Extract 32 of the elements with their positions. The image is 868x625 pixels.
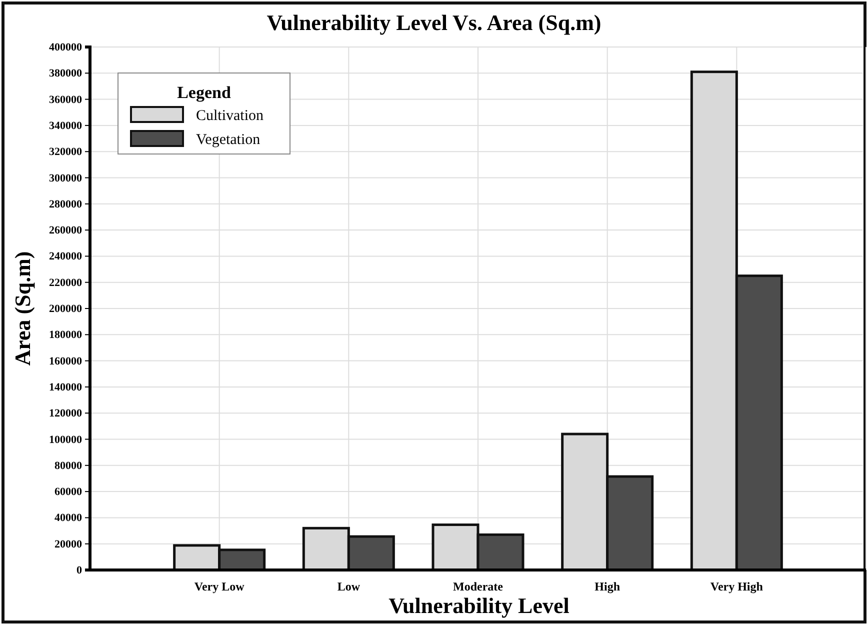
legend-label: Vegetation <box>196 132 261 148</box>
y-tick-label: 340000 <box>49 120 82 132</box>
y-tick-label: 220000 <box>49 276 82 289</box>
y-tick-label: 100000 <box>49 434 82 446</box>
y-tick-label: 180000 <box>49 329 82 342</box>
y-tick-label: 0 <box>76 564 82 577</box>
y-tick-label: 60000 <box>54 486 82 498</box>
y-tick-label: 140000 <box>49 381 82 394</box>
legend-label: Cultivation <box>196 108 264 124</box>
y-tick-label: 200000 <box>49 303 82 316</box>
y-tick-label: 120000 <box>49 408 82 420</box>
x-tick-label: Low <box>337 580 360 594</box>
y-tick-label: 300000 <box>49 172 82 184</box>
chart-title: Vulnerability Level Vs. Area (Sq.m) <box>266 10 602 35</box>
y-tick-label: 380000 <box>49 68 82 80</box>
x-tick-label: Very Low <box>194 580 245 594</box>
y-tick-label: 160000 <box>49 355 82 368</box>
y-tick-label: 80000 <box>54 460 82 472</box>
x-tick-label: High <box>594 580 620 594</box>
y-tick-label: 240000 <box>49 250 82 263</box>
x-tick-label: Very High <box>710 580 764 594</box>
y-tick-label: 260000 <box>49 224 82 237</box>
x-tick-label: Moderate <box>453 580 504 594</box>
y-tick-label: 320000 <box>49 146 82 158</box>
legend-title: Legend <box>177 83 232 102</box>
y-tick-label: 280000 <box>49 198 82 210</box>
y-tick-label: 360000 <box>49 94 82 106</box>
y-axis-title: Area (Sq.m) <box>10 251 35 366</box>
x-axis-title: Vulnerability Level <box>388 593 570 618</box>
y-tick-label: 40000 <box>54 512 82 524</box>
y-tick-label: 400000 <box>49 42 82 54</box>
y-tick-label: 20000 <box>54 538 82 550</box>
